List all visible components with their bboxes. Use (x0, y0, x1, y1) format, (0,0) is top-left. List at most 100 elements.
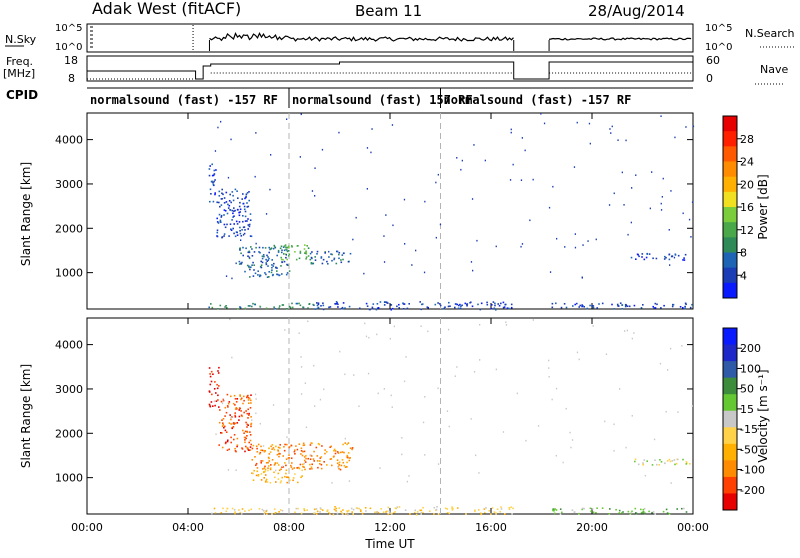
scatter-cell (390, 304, 393, 306)
scatter-cell (218, 213, 221, 216)
scatter-cell (596, 307, 598, 309)
noise-cell (321, 148, 324, 151)
noise-cell (437, 387, 439, 390)
scatter-cell (310, 262, 313, 265)
scatter-cell (274, 476, 276, 479)
scatter-cell (271, 266, 273, 269)
scatter-cell (217, 222, 220, 224)
scatter-cell (211, 393, 213, 396)
scatter-cell (224, 442, 227, 445)
scatter-cell (268, 453, 271, 455)
scatter-cell (309, 458, 312, 460)
noise-cell (682, 212, 684, 215)
scatter-cell (386, 301, 388, 304)
scatter-cell (238, 221, 241, 223)
scatter-cell (225, 201, 228, 203)
scatter-cell (583, 306, 585, 308)
noise-cell (348, 480, 351, 482)
noise-cell (255, 398, 257, 400)
noise-cell (408, 475, 410, 477)
freq-unit-label: [MHz] (3, 67, 35, 80)
scatter-cell (227, 402, 230, 405)
power-colorbar: 28 24 20 16 12 8 4 (722, 115, 754, 299)
noise-cell (456, 157, 458, 159)
noise-cell (688, 218, 691, 221)
colorbar-band (723, 207, 737, 223)
scatter-cell (640, 511, 643, 514)
scatter-cell (285, 469, 288, 471)
scatter-cell (340, 261, 343, 264)
noise-sky-line (209, 32, 514, 42)
noise-cell (331, 482, 333, 484)
scatter-cell (249, 431, 251, 433)
scatter-cell (326, 509, 329, 511)
scatter-cell (251, 447, 254, 450)
ytick-label: 1000 (55, 472, 83, 485)
scatter-cell (685, 461, 688, 463)
scatter-cell (335, 510, 337, 512)
beam-title: Beam 11 (355, 2, 422, 20)
scatter-cell (555, 509, 558, 511)
scatter-cell (555, 302, 557, 305)
noise-cell (439, 223, 442, 226)
noise-panel (86, 23, 694, 53)
scatter-cell (480, 512, 482, 515)
scatter-cell (262, 246, 264, 249)
scatter-cell (317, 306, 320, 309)
scatter-cell (273, 246, 276, 248)
scatter-cell (312, 303, 314, 306)
scatter-cell (258, 453, 261, 455)
scatter-cell (676, 508, 678, 510)
noise-cell (625, 446, 627, 449)
scatter-cell (271, 264, 273, 266)
noise-cell (582, 244, 584, 246)
scatter-cell (214, 381, 216, 383)
scatter-cell (255, 474, 258, 477)
scatter-cell (278, 307, 280, 309)
scatter-cell (349, 252, 352, 255)
scatter-cell (288, 253, 291, 256)
scatter-cell (294, 473, 296, 475)
noise-cell (461, 159, 463, 162)
scatter-cell (236, 231, 238, 234)
scatter-cell (601, 302, 604, 305)
scatter-cell (218, 444, 220, 446)
scatter-cell (244, 210, 247, 213)
scatter-cell (668, 512, 671, 515)
colorbar-band (723, 131, 737, 147)
scatter-cell (285, 273, 288, 276)
scatter-cell (302, 463, 304, 466)
scatter-cell (338, 257, 340, 260)
noise-cell (448, 425, 450, 428)
scatter-cell (643, 459, 646, 461)
scatter-cell (248, 509, 250, 512)
noise-cell (552, 185, 554, 188)
scatter-cell (419, 509, 421, 512)
scatter-cell (208, 306, 210, 309)
scatter-cell (388, 510, 391, 513)
scatter-cell (454, 306, 456, 309)
scatter-cell (494, 302, 496, 305)
scatter-cell (375, 308, 378, 311)
noise-cell (307, 320, 309, 323)
scatter-cell (248, 250, 250, 253)
velocity-panel-frame (86, 317, 694, 515)
noise-cell (371, 128, 373, 130)
scatter-cell (245, 445, 247, 448)
scatter-cell (268, 447, 270, 450)
scatter-cell (282, 455, 284, 457)
scatter-cell (224, 415, 226, 417)
scatter-cell (248, 257, 251, 260)
scatter-cell (266, 254, 268, 257)
scatter-cell (422, 506, 424, 509)
scatter-cell (346, 443, 348, 446)
scatter-cell (338, 463, 341, 466)
scatter-cell (553, 509, 556, 511)
noise-cell (610, 132, 612, 134)
scatter-cell (221, 236, 224, 238)
scatter-cell (668, 458, 671, 461)
noise-cell (229, 318, 231, 321)
scatter-cell (478, 509, 480, 511)
scatter-cell (249, 276, 251, 278)
noise-cell (525, 439, 527, 442)
